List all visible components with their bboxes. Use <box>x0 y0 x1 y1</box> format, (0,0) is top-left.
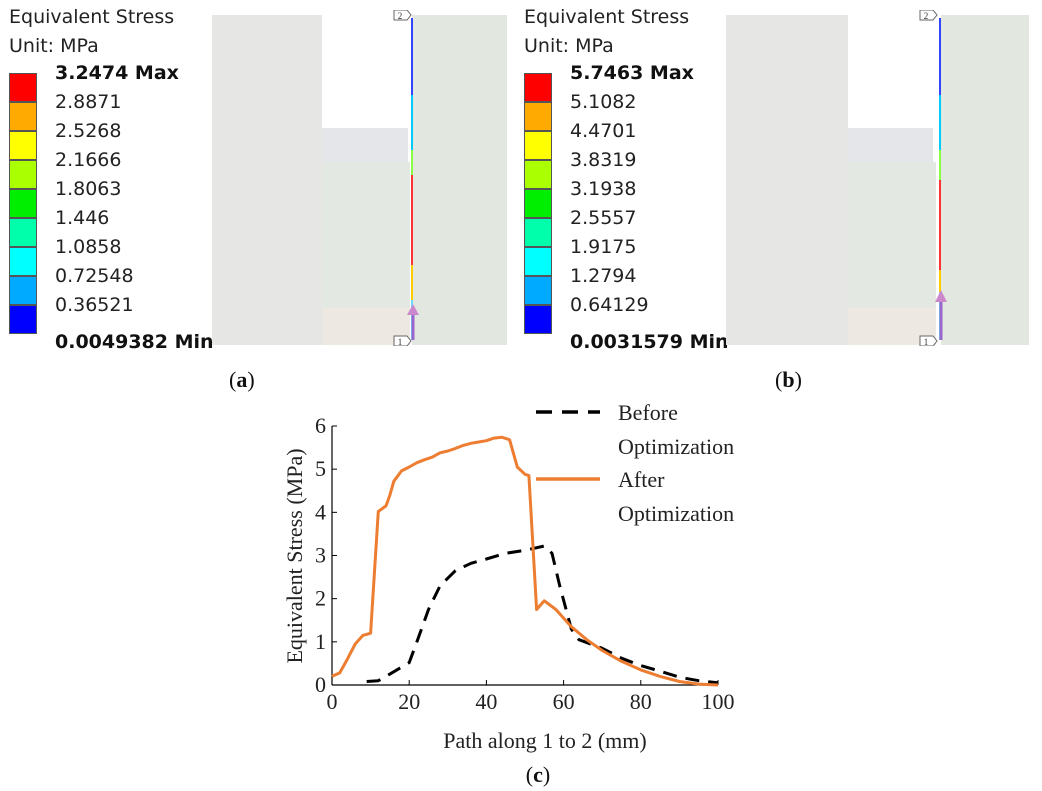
panel-a-swatch-6 <box>9 218 37 247</box>
chart-caption: (c) <box>526 762 550 787</box>
panel-a-min-label: 0.0049382 Min <box>55 331 214 353</box>
panel-a-left-part <box>212 15 322 345</box>
panel-a-level-label: 1.446 <box>55 207 110 229</box>
panel-b-max-label: 5.7463 Max <box>570 62 694 84</box>
panel-a-swatch-3 <box>9 131 37 160</box>
panel-a-level-label: 2.1666 <box>55 149 122 171</box>
panel-a-middle-block <box>322 162 410 308</box>
panel-b-level-label: 1.2794 <box>570 265 637 287</box>
before-optimization-line <box>366 544 719 685</box>
panel-a-arrow-head-icon <box>407 304 419 315</box>
panel-b-swatch-4 <box>524 160 552 189</box>
panel-b-caption-letter: b <box>782 367 795 392</box>
panel-a-swatch-5 <box>9 189 37 218</box>
panel-b-middle-block <box>848 162 936 308</box>
panel-b-left-part <box>726 15 848 345</box>
panel-a-swatch-2 <box>9 102 37 131</box>
panel-b-min-label: 0.0031579 Min <box>570 331 729 353</box>
panel-a-level-label: 1.0858 <box>55 236 122 258</box>
panel-b-level-label: 3.1938 <box>570 178 637 200</box>
panel-b-level-label: 5.1082 <box>570 91 637 113</box>
chart-x-tick-label: 60 <box>553 689 575 714</box>
panel-b-swatch-3 <box>524 131 552 160</box>
chart-series-group <box>331 435 719 687</box>
panel-b-point-1-marker: 1 <box>919 335 938 346</box>
chart-y-tick-label: 4 <box>315 499 326 524</box>
stress-path-chart: 0 20 40 60 80 100 0 1 2 3 4 5 6 Before Optimization … <box>282 400 735 787</box>
legend-after-label-line1: After <box>618 467 665 492</box>
panel-a-legend-unit: Unit: MPa <box>9 35 99 57</box>
panel-a-level-label: 0.36521 <box>55 294 134 316</box>
panel-b-swatch-6 <box>524 218 552 247</box>
panel-b-level-label: 1.9175 <box>570 236 637 258</box>
legend-after-label-line2: Optimization <box>618 501 734 526</box>
panel-b-right-part <box>941 15 1029 345</box>
svg-text:1: 1 <box>924 337 929 346</box>
panel-a-swatch-7 <box>9 247 37 276</box>
panel-b-level-label: 2.5557 <box>570 207 637 229</box>
chart-x-axis-label: Path along 1 to 2 (mm) <box>443 728 646 753</box>
panel-b-caption: (b) <box>775 367 802 392</box>
panel-b-swatch-1 <box>524 73 552 102</box>
chart-y-tick-label: 5 <box>315 456 326 481</box>
chart-y-axis-label: Equivalent Stress (MPa) <box>282 448 307 663</box>
chart-y-tick-label: 2 <box>315 586 326 611</box>
chart-x-tick-label: 40 <box>475 689 497 714</box>
chart-x-tick-label: 80 <box>630 689 652 714</box>
chart-x-tick-label: 20 <box>398 689 420 714</box>
legend-before-label-line1: Before <box>618 400 678 425</box>
panel-b-swatch-8 <box>524 276 552 305</box>
panel-a-right-part <box>412 15 507 345</box>
panel-a-swatch-1 <box>9 73 37 102</box>
panel-a-swatch-4 <box>9 160 37 189</box>
chart-y-tick-label: 3 <box>315 543 326 568</box>
panel-a-legend-title: Equivalent Stress <box>9 6 175 28</box>
panel-b-legend-unit: Unit: MPa <box>524 35 614 57</box>
panel-b-legend-title: Equivalent Stress <box>524 6 690 28</box>
panel-b-swatch-7 <box>524 247 552 276</box>
panel-a-swatch-9 <box>9 305 37 334</box>
panel-a-point-2-marker: 2 <box>393 10 412 21</box>
panel-b-swatch-5 <box>524 189 552 218</box>
chart-x-tick-label: 0 <box>327 689 338 714</box>
panel-a-level-label: 0.72548 <box>55 265 134 287</box>
chart-legend: Before Optimization After Optimization <box>536 400 734 526</box>
svg-text:1: 1 <box>398 337 403 346</box>
panel-b-level-label: 4.4701 <box>570 120 637 142</box>
panel-a-top-block <box>322 128 408 162</box>
chart-y-tick-label: 6 <box>315 413 326 438</box>
panel-a-level-label: 2.5268 <box>55 120 122 142</box>
panel-a-point-1-marker: 1 <box>393 335 412 346</box>
after-optimization-line <box>331 435 719 687</box>
chart-y-tick-label: 1 <box>315 629 326 654</box>
panel-a-caption: (a) <box>229 367 255 392</box>
panel-a-caption-letter: a <box>236 367 248 392</box>
panel-b-swatch-9 <box>524 305 552 334</box>
panel-b-top-block <box>848 128 933 162</box>
chart-y-tick-label: 0 <box>315 672 326 697</box>
panel-a-level-label: 1.8063 <box>55 178 122 200</box>
svg-text:2: 2 <box>398 11 403 21</box>
panel-b-level-label: 0.64129 <box>570 294 649 316</box>
svg-text:2: 2 <box>924 11 929 21</box>
panel-a-level-label: 2.8871 <box>55 91 122 113</box>
legend-before-label-line2: Optimization <box>618 434 734 459</box>
panel-a-swatch-8 <box>9 276 37 305</box>
panel-b-arrow-head-icon <box>935 290 947 302</box>
chart-caption-letter: c <box>533 762 543 787</box>
panel-b-model-view: 2 1 <box>726 10 1029 346</box>
panel-b-point-2-marker: 2 <box>919 10 938 21</box>
panel-a-max-label: 3.2474 Max <box>55 62 179 84</box>
chart-x-tick-label: 100 <box>702 689 735 714</box>
panel-b-swatch-2 <box>524 102 552 131</box>
chart-axes: 0 20 40 60 80 100 0 1 2 3 4 5 6 <box>315 413 735 714</box>
panel-b-level-label: 3.8319 <box>570 149 637 171</box>
panel-a-model-view: 2 1 <box>212 10 507 346</box>
